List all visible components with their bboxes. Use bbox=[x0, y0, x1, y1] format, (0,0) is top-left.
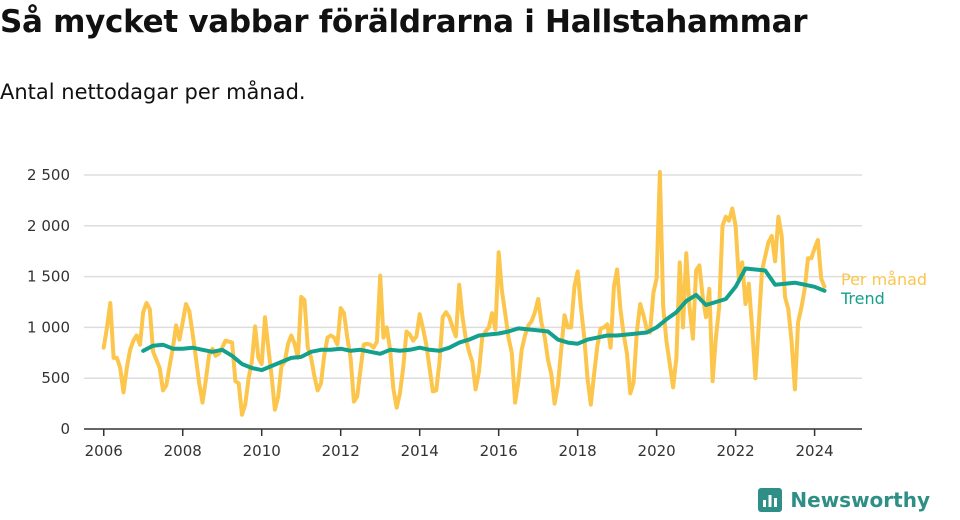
series-lines bbox=[101, 170, 827, 417]
x-axis: 2006 2008 2010 2012 2014 2016 2018 2020 2022 2024 bbox=[84, 428, 862, 460]
y-tick-label: 1 500 bbox=[27, 268, 70, 286]
chart-title: Så mycket vabbar föräldrarna i Hallstaha… bbox=[0, 4, 808, 40]
y-tick-label: 2 000 bbox=[27, 217, 70, 235]
chart-subtitle: Antal nettodagar per månad. bbox=[0, 80, 306, 104]
x-tick-label: 2006 bbox=[85, 442, 123, 460]
y-tick-label: 0 bbox=[60, 420, 70, 438]
x-tick-label: 2024 bbox=[796, 442, 834, 460]
x-tick-label: 2018 bbox=[559, 442, 597, 460]
x-tick-label: 2020 bbox=[638, 442, 676, 460]
y-tick-label: 2 500 bbox=[27, 166, 70, 184]
newsworthy-logo-icon bbox=[758, 488, 783, 512]
y-axis: 0 500 1 000 1 500 2 000 2 500 bbox=[27, 166, 70, 438]
brand-name: Newsworthy bbox=[790, 488, 930, 512]
series-line-trend bbox=[141, 266, 827, 373]
legend-label: Trend bbox=[840, 289, 885, 308]
x-tick-label: 2022 bbox=[717, 442, 755, 460]
brand: Newsworthy bbox=[758, 488, 930, 512]
y-tick-label: 500 bbox=[41, 369, 70, 387]
series-line-per-manad bbox=[101, 170, 827, 417]
legend-label: Per månad bbox=[841, 270, 927, 289]
y-tick-label: 1 000 bbox=[27, 318, 70, 336]
x-tick-label: 2008 bbox=[164, 442, 202, 460]
x-tick-label: 2014 bbox=[401, 442, 439, 460]
x-tick-label: 2010 bbox=[243, 442, 281, 460]
x-tick-label: 2012 bbox=[322, 442, 360, 460]
x-tick-label: 2016 bbox=[480, 442, 518, 460]
